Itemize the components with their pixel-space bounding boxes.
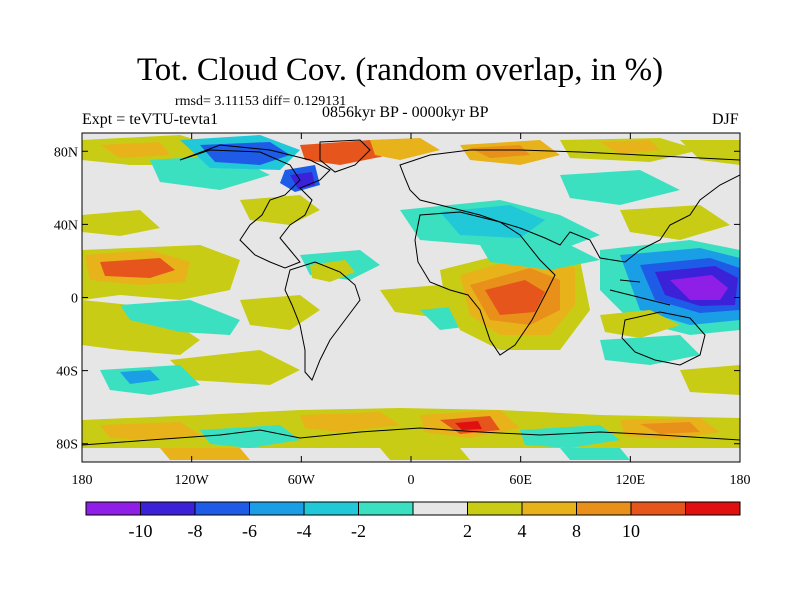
coastline-greenland — [319, 139, 371, 173]
colorbar-swatch — [576, 501, 632, 516]
anomaly-patch — [120, 370, 160, 384]
colorbar-swatch — [521, 501, 577, 516]
lat-tick-label: 0 — [71, 292, 78, 307]
coastline-eurasia — [399, 149, 740, 263]
colorbar-tick-label: -4 — [297, 521, 312, 541]
colorbar-tick-label: -10 — [129, 521, 153, 541]
colorbar-swatch — [140, 501, 196, 516]
anomaly-layer — [82, 135, 740, 462]
lon-tick-label: 180 — [72, 473, 93, 488]
period-label: 0856kyr BP - 0000kyr BP — [322, 104, 489, 121]
colorbar-swatch — [85, 501, 141, 516]
lon-tick-label: 120W — [175, 473, 210, 488]
season-label: DJF — [712, 111, 739, 128]
anomaly-patch — [480, 240, 600, 270]
coastline-antarctica — [82, 427, 740, 446]
anomaly-patch — [170, 350, 300, 385]
anomaly-patch — [300, 412, 400, 432]
latitude-axis: 80N 40N 0 40S 80S — [54, 145, 740, 453]
anomaly-patch — [82, 210, 160, 236]
anomaly-patch — [240, 295, 320, 330]
anomaly-patch — [485, 280, 545, 315]
rmsd-diff-stats: rmsd= 3.11153 diff= 0.129131 — [175, 94, 347, 109]
anomaly-patch — [200, 425, 300, 448]
colorbar-swatch — [412, 501, 468, 516]
anomaly-patch — [600, 140, 660, 154]
anomaly-patch — [680, 365, 740, 395]
lon-tick-label: 0 — [408, 473, 415, 488]
anomaly-patch — [370, 138, 440, 160]
colorbar-swatch — [249, 501, 305, 516]
experiment-label: Expt = teVTU-tevta1 — [82, 111, 219, 128]
anomaly-patch — [160, 448, 250, 460]
coastline-south-america — [284, 261, 361, 381]
coastline-africa — [414, 211, 556, 356]
chart-title: Tot. Cloud Cov. (random overlap, in %) — [136, 52, 664, 88]
anomaly-patch — [640, 422, 700, 434]
colorbar-tick-label: 2 — [463, 521, 472, 541]
colorbar-tick-label: -6 — [242, 521, 257, 541]
lat-tick-label: 40S — [56, 365, 78, 380]
anomaly-patch — [520, 425, 620, 448]
coastline-australia — [621, 311, 706, 366]
colorbar-tick-label: -8 — [188, 521, 203, 541]
coastlines — [82, 139, 740, 446]
lon-tick-label: 60W — [288, 473, 316, 488]
anomaly-patch — [100, 258, 175, 278]
colorbar-swatch — [467, 501, 523, 516]
anomaly-patch — [240, 195, 320, 225]
lon-tick-label: 60E — [509, 473, 532, 488]
anomaly-patch — [670, 275, 728, 300]
anomaly-patch — [120, 300, 240, 335]
longitude-axis: 180 120W 60W 0 60E 120E 180 — [72, 133, 751, 488]
colorbar-swatch — [630, 501, 686, 516]
anomaly-patch — [560, 170, 680, 205]
anomaly-patch — [100, 142, 170, 158]
anomaly-patch — [380, 448, 470, 460]
colorbar-swatch — [358, 501, 414, 516]
lon-tick-label: 180 — [730, 473, 751, 488]
anomaly-patch — [200, 142, 290, 165]
colorbar-tick-label: -2 — [351, 521, 366, 541]
lat-tick-label: 40N — [54, 218, 78, 233]
lon-tick-label: 120E — [616, 473, 646, 488]
colorbar-swatch — [194, 501, 250, 516]
anomaly-patch — [600, 310, 680, 338]
colorbar-tick-label: 10 — [622, 521, 640, 541]
colorbar-tick-label: 4 — [518, 521, 527, 541]
colorbar-swatch — [303, 501, 359, 516]
coastline-north-america — [179, 144, 331, 269]
anomaly-patch — [455, 421, 482, 430]
anomaly-patch — [300, 140, 390, 165]
anomaly-patch — [470, 145, 530, 158]
anomaly-patch — [82, 300, 200, 355]
colorbar-swatch — [685, 501, 741, 516]
coastline-indonesia — [609, 279, 671, 306]
colorbar-tick-label: 8 — [572, 521, 581, 541]
colorbar: -10 -8 -6 -4 -2 2 4 8 10 — [85, 501, 741, 541]
anomaly-patch — [600, 335, 700, 365]
lat-tick-label: 80S — [56, 438, 78, 453]
anomaly-patch — [100, 422, 200, 440]
lat-tick-label: 80N — [54, 145, 78, 160]
anomaly-patch — [310, 260, 355, 282]
anomaly-patch — [560, 448, 630, 460]
